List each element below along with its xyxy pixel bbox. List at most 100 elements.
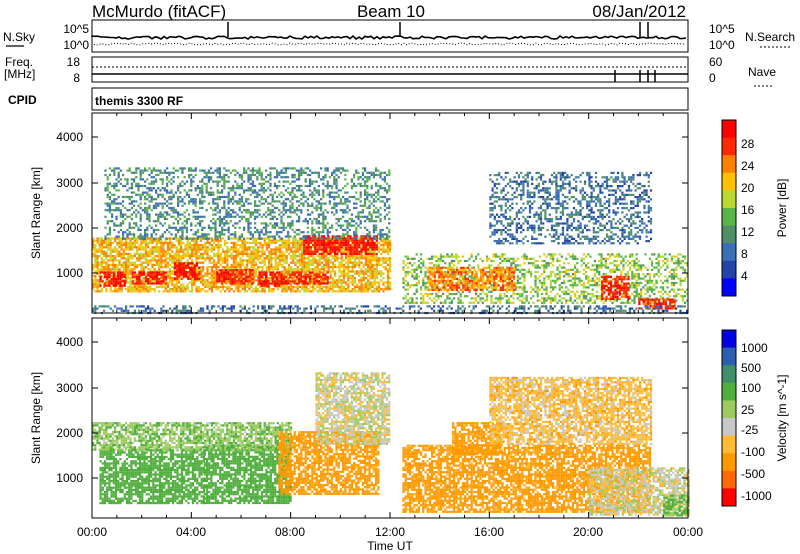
power-cell bbox=[291, 224, 294, 227]
power-cell bbox=[216, 171, 219, 174]
power-cell bbox=[108, 182, 111, 185]
power-cell bbox=[235, 244, 238, 247]
power-cell bbox=[358, 259, 361, 262]
power-cell bbox=[239, 263, 242, 266]
power-cell bbox=[359, 182, 362, 185]
power-cell bbox=[337, 176, 340, 179]
power-cell bbox=[326, 169, 329, 172]
power-cell bbox=[185, 237, 188, 240]
power-cell bbox=[130, 187, 133, 190]
power-cell bbox=[244, 277, 247, 281]
power-cell bbox=[304, 235, 307, 238]
power-cell bbox=[142, 283, 145, 286]
power-cell bbox=[366, 228, 369, 232]
power-cell bbox=[111, 193, 114, 196]
power-cell bbox=[379, 184, 382, 188]
power-cell bbox=[342, 281, 345, 284]
power-cell bbox=[278, 193, 281, 196]
power-cell bbox=[166, 178, 169, 181]
power-cell bbox=[270, 279, 273, 282]
power-cell bbox=[116, 250, 119, 253]
power-cell bbox=[325, 290, 328, 293]
power-cell bbox=[298, 173, 301, 177]
power-cell bbox=[381, 235, 384, 238]
power-cell bbox=[210, 266, 213, 269]
power-cell bbox=[96, 259, 99, 262]
power-cell bbox=[131, 273, 134, 276]
power-cell bbox=[128, 195, 131, 199]
power-cell bbox=[149, 255, 152, 258]
power-cell bbox=[229, 200, 232, 203]
power-cell bbox=[130, 178, 133, 181]
power-cell bbox=[108, 191, 111, 194]
power-cell bbox=[208, 281, 211, 284]
power-cell bbox=[342, 202, 345, 205]
power-cell bbox=[220, 280, 223, 283]
power-cell bbox=[362, 237, 365, 240]
power-cell bbox=[151, 252, 154, 255]
power-cell bbox=[261, 244, 264, 247]
power-cell bbox=[241, 248, 244, 251]
power-cell bbox=[359, 176, 362, 179]
power-cell bbox=[244, 273, 247, 276]
power-cell bbox=[249, 176, 252, 179]
power-cell bbox=[311, 233, 314, 236]
power-cell bbox=[305, 257, 308, 260]
power-cell bbox=[123, 280, 126, 283]
power-cell bbox=[170, 182, 173, 185]
power-cell bbox=[362, 277, 365, 280]
power-cell bbox=[206, 246, 209, 249]
power-cell bbox=[174, 235, 177, 238]
power-cell bbox=[148, 217, 151, 221]
power-cell bbox=[182, 250, 185, 253]
power-cell bbox=[271, 278, 274, 281]
power-region-1 bbox=[99, 271, 126, 287]
power-cell bbox=[158, 280, 161, 283]
power-cell bbox=[210, 290, 213, 293]
power-cell bbox=[92, 263, 95, 266]
power-cell bbox=[243, 209, 246, 212]
power-cell bbox=[183, 176, 186, 179]
power-cell bbox=[151, 248, 154, 251]
power-cell bbox=[122, 261, 125, 264]
power-cell bbox=[259, 266, 262, 269]
power-cell bbox=[128, 167, 131, 170]
power-cell bbox=[303, 266, 306, 269]
power-cell bbox=[268, 285, 271, 288]
power-cell bbox=[178, 273, 181, 276]
power-cell bbox=[125, 281, 128, 284]
power-cell bbox=[230, 283, 233, 286]
power-cell bbox=[204, 244, 207, 247]
power-cell bbox=[183, 224, 186, 227]
power-cell bbox=[278, 184, 281, 188]
power-cell bbox=[269, 193, 272, 196]
power-cell bbox=[364, 226, 367, 229]
power-cell bbox=[280, 231, 283, 234]
power-cell bbox=[258, 278, 261, 281]
power-cell bbox=[265, 278, 268, 281]
power-cell bbox=[111, 266, 114, 269]
power-cell bbox=[119, 271, 122, 274]
power-cell bbox=[289, 209, 292, 212]
power-cell bbox=[136, 263, 139, 266]
power-cell bbox=[306, 198, 309, 201]
power-cell bbox=[348, 228, 351, 232]
power-cell bbox=[114, 272, 117, 275]
power-cell bbox=[280, 273, 283, 276]
power-cell bbox=[353, 270, 356, 273]
power-cell bbox=[285, 261, 288, 264]
power-cell bbox=[201, 180, 204, 183]
power-cell bbox=[96, 248, 99, 251]
power-cell bbox=[322, 241, 326, 244]
power-cell bbox=[129, 237, 132, 240]
power-cell bbox=[326, 275, 329, 278]
power-cell bbox=[163, 202, 166, 205]
power-cell bbox=[353, 259, 356, 262]
power-cell bbox=[342, 259, 345, 262]
power-cell bbox=[206, 241, 209, 244]
power-cell bbox=[251, 213, 254, 216]
power-cell bbox=[125, 288, 128, 291]
power-cell bbox=[243, 169, 246, 172]
power-cell bbox=[268, 255, 271, 258]
power-cell bbox=[144, 209, 147, 212]
